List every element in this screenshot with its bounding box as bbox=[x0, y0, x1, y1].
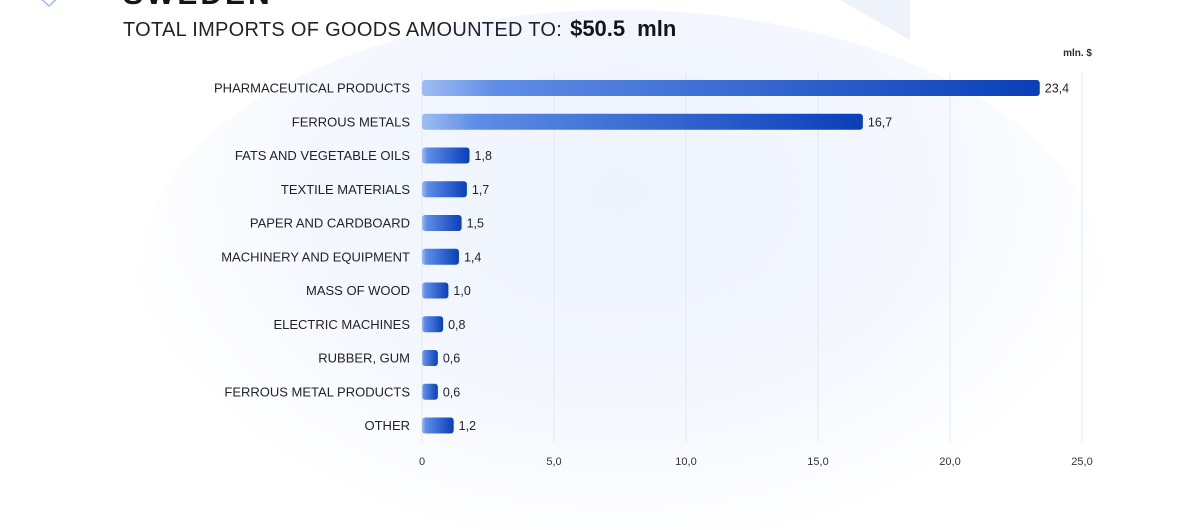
value-label: 1,7 bbox=[472, 183, 489, 197]
value-label: 1,5 bbox=[467, 217, 484, 231]
value-label: 1,4 bbox=[464, 250, 481, 264]
bar bbox=[422, 383, 438, 400]
country-title: SWEDEN bbox=[123, 0, 273, 10]
logo-icon bbox=[41, 0, 57, 8]
category-label: FERROUS METALS bbox=[292, 114, 411, 129]
category-label: PHARMACEUTICAL PRODUCTS bbox=[214, 81, 410, 96]
bar bbox=[422, 282, 449, 299]
bar bbox=[422, 417, 454, 434]
x-tick-label: 20,0 bbox=[939, 456, 960, 468]
value-label: 1,8 bbox=[475, 149, 492, 163]
x-tick-label: 10,0 bbox=[675, 456, 696, 468]
bars bbox=[422, 80, 1040, 434]
chart-header: TOTAL IMPORTS OF GOODS AMOUNTED TO: $50.… bbox=[123, 16, 676, 42]
value-label: 1,0 bbox=[453, 284, 470, 298]
category-label: FERROUS METAL PRODUCTS bbox=[224, 384, 410, 399]
category-label: MACHINERY AND EQUIPMENT bbox=[221, 249, 410, 264]
bar bbox=[422, 113, 863, 130]
total-imports-unit: mln bbox=[637, 16, 677, 41]
category-label: TEXTILE MATERIALS bbox=[281, 182, 410, 197]
value-label: 0,6 bbox=[443, 352, 460, 366]
x-tick-label: 0 bbox=[419, 456, 425, 468]
value-label: 0,6 bbox=[443, 385, 460, 399]
value-labels: 23,4 16,7 1,8 1,7 1,5 1,4 1,0 0,8 0,6 0,6 1,2 bbox=[443, 82, 1069, 434]
total-imports-label: TOTAL IMPORTS OF GOODS AMOUNTED TO: bbox=[123, 19, 563, 41]
background-shape bbox=[840, 0, 910, 40]
background-glow bbox=[140, 10, 1100, 530]
value-label: 1,2 bbox=[459, 419, 476, 433]
x-tick-label: 25,0 bbox=[1071, 456, 1092, 468]
x-axis-ticks: 0 5,0 10,0 15,0 20,0 25,0 bbox=[419, 456, 1093, 468]
bar bbox=[422, 248, 459, 265]
bar bbox=[422, 80, 1040, 96]
x-tick-label: 5,0 bbox=[546, 456, 561, 468]
bar bbox=[422, 215, 462, 231]
category-label: OTHER bbox=[365, 418, 411, 433]
category-label: ELECTRIC MACHINES bbox=[273, 317, 410, 332]
bar bbox=[422, 181, 467, 198]
unit-label: mln. $ bbox=[1063, 48, 1092, 59]
category-label: RUBBER, GUM bbox=[318, 351, 410, 366]
value-label: 0,8 bbox=[448, 318, 465, 332]
category-label: PAPER AND CARDBOARD bbox=[250, 216, 410, 231]
value-label: 16,7 bbox=[868, 115, 892, 129]
category-label: FATS AND VEGETABLE OILS bbox=[235, 148, 410, 163]
bar bbox=[422, 316, 444, 333]
total-imports-value: $50.5 bbox=[570, 16, 626, 41]
bar bbox=[422, 350, 438, 366]
value-label: 23,4 bbox=[1045, 82, 1069, 96]
grid-lines bbox=[421, 72, 1083, 442]
category-labels: PHARMACEUTICAL PRODUCTS FERROUS METALS FAT… bbox=[214, 81, 410, 434]
bar-chart: PHARMACEUTICAL PRODUCTS FERROUS METALS FAT… bbox=[214, 72, 1093, 468]
category-label: MASS OF WOOD bbox=[306, 283, 410, 298]
bar bbox=[422, 147, 470, 164]
x-tick-label: 15,0 bbox=[807, 456, 828, 468]
